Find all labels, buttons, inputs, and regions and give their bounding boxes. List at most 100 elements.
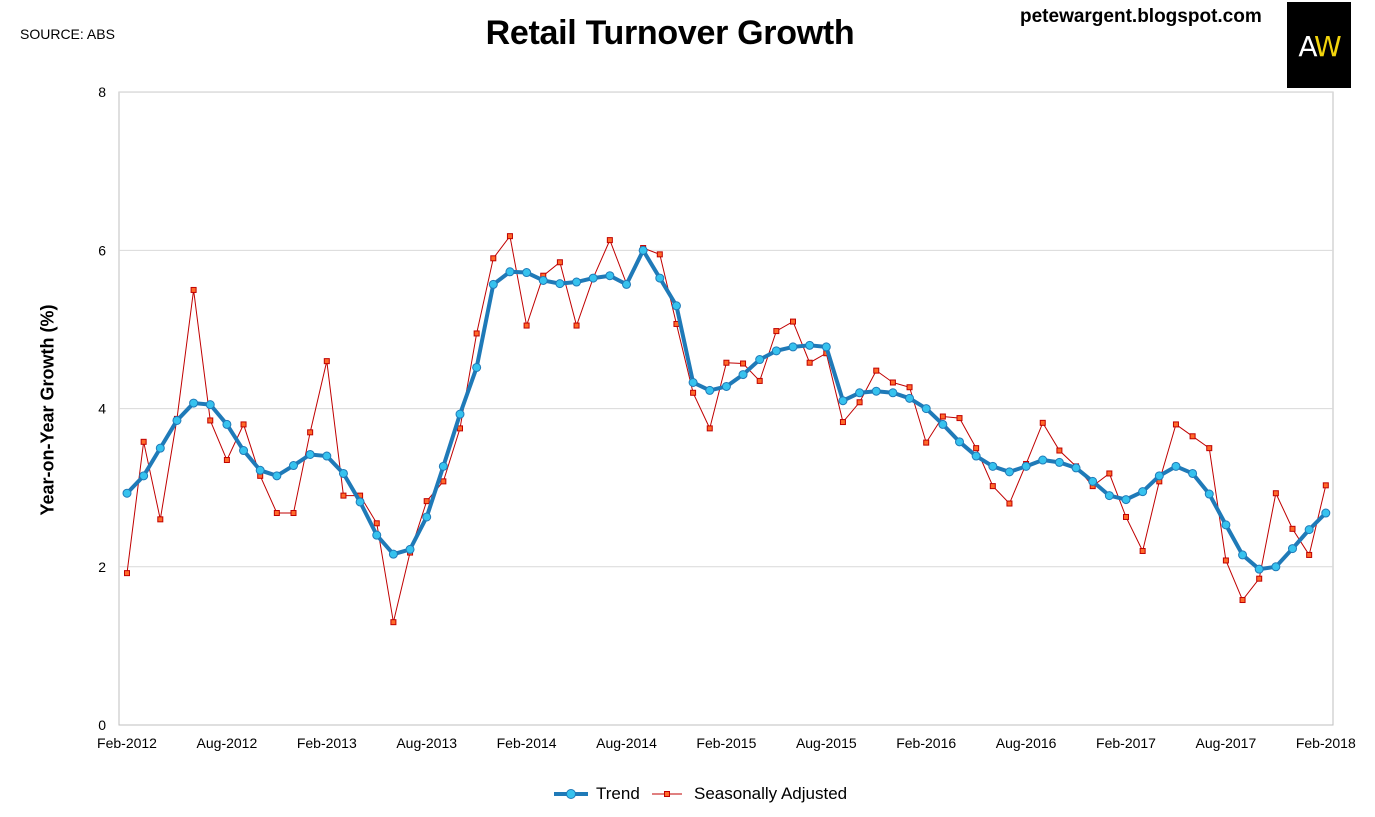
point-trend: [338, 468, 348, 478]
point-seasonally-adjusted: [806, 359, 813, 366]
point-trend: [572, 277, 582, 287]
point-trend: [139, 471, 149, 481]
point-seasonally-adjusted: [690, 389, 697, 396]
point-seasonally-adjusted: [1306, 551, 1313, 558]
point-seasonally-adjusted: [839, 419, 846, 426]
point-seasonally-adjusted: [290, 510, 297, 517]
point-trend: [255, 465, 265, 475]
point-trend: [1171, 461, 1181, 471]
point-seasonally-adjusted: [1139, 547, 1146, 554]
point-seasonally-adjusted: [873, 367, 880, 374]
point-seasonally-adjusted: [1272, 490, 1279, 497]
point-trend: [1288, 544, 1297, 554]
point-trend: [738, 370, 748, 380]
point-trend: [805, 340, 815, 350]
point-trend: [888, 388, 898, 398]
point-trend: [1054, 457, 1064, 467]
x-tick-label: Feb-2014: [497, 735, 557, 751]
point-trend: [405, 544, 415, 554]
point-trend: [388, 549, 398, 559]
point-trend: [638, 245, 648, 255]
y-tick-label: 0: [98, 717, 106, 733]
x-tick-label: Aug-2013: [396, 735, 457, 751]
point-trend: [988, 461, 998, 471]
x-tick-label: Aug-2012: [197, 735, 258, 751]
point-seasonally-adjusted: [240, 421, 247, 428]
point-trend: [1221, 520, 1231, 530]
point-seasonally-adjusted: [140, 438, 147, 445]
point-trend: [322, 451, 332, 461]
logo-letter-w: W: [1313, 30, 1342, 63]
point-trend: [1271, 562, 1281, 572]
x-tick-label: Feb-2017: [1096, 735, 1156, 751]
point-trend: [1321, 508, 1331, 518]
legend-label-seasonally-adjusted: Seasonally Adjusted: [694, 784, 848, 803]
point-trend: [1238, 550, 1248, 560]
point-trend: [305, 449, 315, 459]
logo-letter-a: A: [1298, 30, 1316, 63]
point-trend: [205, 400, 215, 410]
point-trend: [555, 279, 565, 289]
point-seasonally-adjusted: [323, 358, 330, 365]
point-seasonally-adjusted: [473, 330, 480, 337]
x-tick-label: Feb-2012: [97, 735, 157, 751]
y-tick-label: 8: [98, 84, 106, 100]
x-tick-label: Feb-2015: [696, 735, 756, 751]
point-seasonally-adjusted: [1056, 447, 1063, 454]
point-trend: [938, 419, 948, 429]
legend-item-seasonally-adjusted: Seasonally Adjusted: [650, 784, 847, 804]
point-trend: [289, 461, 298, 471]
point-trend: [905, 393, 915, 403]
source-label: SOURCE: ABS: [20, 26, 115, 42]
x-tick-label: Feb-2013: [297, 735, 357, 751]
x-tick-label: Feb-2016: [896, 735, 956, 751]
point-trend: [655, 273, 665, 283]
point-trend: [538, 275, 548, 285]
point-seasonally-adjusted: [723, 359, 730, 366]
point-trend: [622, 279, 631, 289]
y-tick-label: 2: [98, 559, 106, 575]
point-seasonally-adjusted: [307, 429, 314, 436]
point-seasonally-adjusted: [923, 439, 930, 446]
point-seasonally-adjusted: [790, 318, 796, 325]
y-tick-label: 6: [98, 242, 106, 258]
point-trend: [472, 362, 482, 372]
point-seasonally-adjusted: [956, 415, 963, 422]
legend-swatch-seasonally-adjusted: [650, 784, 690, 804]
point-seasonally-adjusted: [340, 492, 347, 499]
point-seasonally-adjusted: [1322, 482, 1329, 489]
point-seasonally-adjusted: [1289, 525, 1296, 532]
point-trend: [438, 461, 448, 471]
point-trend: [1121, 495, 1131, 505]
series-line-trend: [125, 248, 1328, 572]
point-seasonally-adjusted: [1172, 421, 1179, 428]
point-seasonally-adjusted: [656, 251, 663, 258]
point-seasonally-adjusted: [773, 328, 780, 335]
point-seasonally-adjusted: [506, 233, 513, 240]
point-seasonally-adjusted: [490, 255, 497, 262]
point-seasonally-adjusted: [939, 413, 946, 420]
legend-item-trend: Trend: [552, 784, 640, 804]
point-trend: [971, 451, 981, 461]
series-line-seasonally-adjusted: [126, 234, 1327, 623]
point-seasonally-adjusted: [706, 425, 713, 432]
point-seasonally-adjusted: [1106, 470, 1113, 477]
legend: Trend Seasonally Adjusted: [0, 784, 1375, 808]
point-trend: [671, 301, 681, 311]
point-trend: [1004, 467, 1014, 477]
point-seasonally-adjusted: [1256, 575, 1263, 582]
point-trend: [1154, 471, 1164, 481]
point-trend: [422, 512, 432, 522]
point-seasonally-adjusted: [906, 384, 913, 391]
point-seasonally-adjusted: [223, 457, 230, 464]
point-trend: [172, 415, 182, 425]
point-trend: [222, 419, 232, 429]
point-trend: [455, 409, 465, 419]
point-trend: [122, 488, 132, 498]
point-seasonally-adjusted: [856, 399, 863, 406]
point-seasonally-adjusted: [457, 425, 463, 432]
point-trend: [771, 346, 781, 356]
point-trend: [755, 355, 765, 365]
point-trend: [688, 377, 698, 387]
point-trend: [871, 386, 881, 396]
